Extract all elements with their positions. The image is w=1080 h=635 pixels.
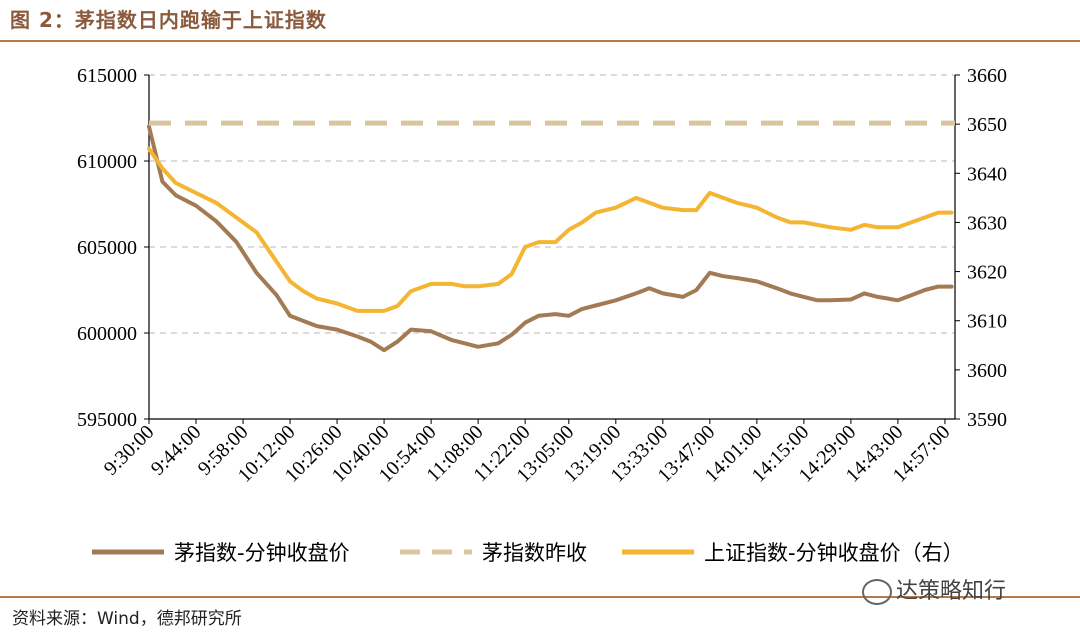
figure-title: 图 2：茅指数日内跑输于上证指数: [10, 8, 327, 32]
y-left-tick-label: 615000: [77, 65, 137, 87]
wechat-icon: [862, 579, 892, 605]
y-right-tick-label: 3630: [967, 212, 1007, 234]
x-tick-label: 9:44:00: [147, 421, 206, 480]
source-rule: [0, 596, 1080, 598]
y-left-tick-label: 600000: [77, 323, 137, 345]
line-chart: 615000 610000 605000 600000 595000 3660 3650 36…: [77, 65, 1007, 565]
y-right-tick-label: 3600: [967, 360, 1007, 382]
title-rule: [0, 40, 1080, 42]
series-sse-index-line: [147, 146, 954, 313]
y-right-tick-label: 3640: [967, 163, 1007, 185]
legend-label: 茅指数昨收: [482, 541, 587, 565]
series-mao-index-line: [147, 124, 954, 353]
y-right-tick-label: 3610: [967, 311, 1007, 333]
y-right-tick-label: 3620: [967, 262, 1007, 284]
watermark: 达策略知行: [862, 573, 1006, 605]
y-right-tick-label: 3650: [967, 114, 1007, 136]
watermark-text: 达策略知行: [896, 579, 1007, 604]
legend-label: 茅指数-分钟收盘价: [174, 541, 350, 565]
y-right-tick-label: 3590: [967, 409, 1007, 431]
y-left-tick-label: 610000: [77, 151, 137, 173]
y-right-tick-label: 3660: [967, 65, 1007, 87]
y-left-tick-label: 595000: [77, 409, 137, 431]
legend-label: 上证指数-分钟收盘价（右）: [704, 541, 964, 565]
source-note: 资料来源：Wind，德邦研究所: [12, 609, 242, 629]
y-left-tick-label: 605000: [77, 237, 137, 259]
